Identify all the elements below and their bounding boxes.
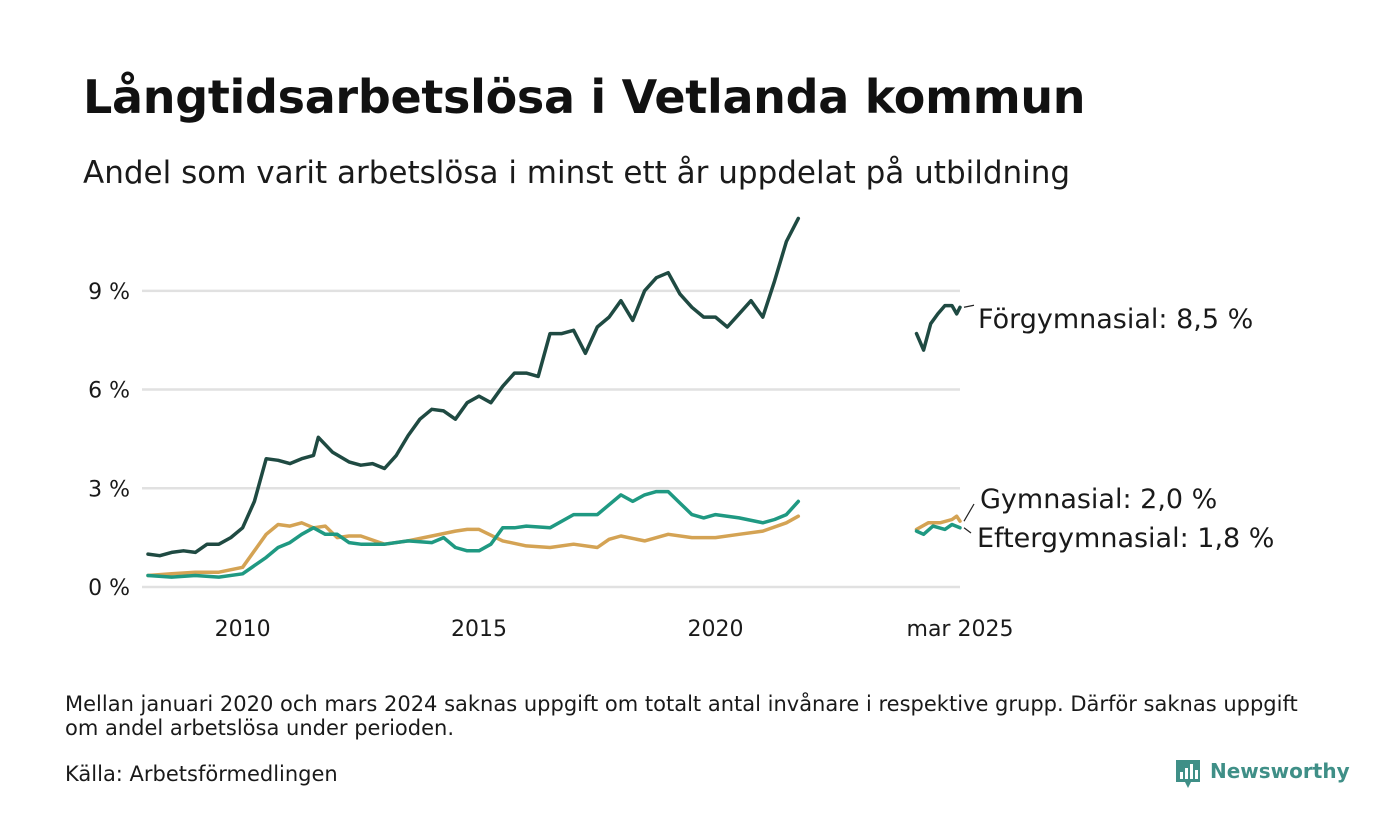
source-note: Källa: Arbetsförmedlingen bbox=[65, 762, 338, 786]
y-tick-label: 0 % bbox=[88, 576, 130, 601]
x-tick-label: 2020 bbox=[688, 617, 744, 642]
footnote: Mellan januari 2020 och mars 2024 saknas… bbox=[65, 692, 1298, 740]
y-tick-label: 9 % bbox=[88, 280, 130, 305]
chart-subtitle: Andel som varit arbetslösa i minst ett å… bbox=[83, 155, 1071, 191]
x-tick-label: 2015 bbox=[451, 617, 507, 642]
series-end-label-eftergymnasial: Eftergymnasial: 1,8 % bbox=[977, 523, 1274, 554]
newsworthy-logo-icon bbox=[1176, 760, 1200, 788]
series-end-label-forgymnasial: Förgymnasial: 8,5 % bbox=[978, 304, 1253, 335]
series-end-label-gymnasial: Gymnasial: 2,0 % bbox=[980, 484, 1217, 515]
x-tick-label: 2010 bbox=[215, 617, 271, 642]
y-tick-label: 3 % bbox=[88, 477, 130, 502]
label-leader-eftergymnasial bbox=[963, 527, 972, 534]
series-line-forgymnasial bbox=[146, 216, 962, 558]
label-leader-gymnasial bbox=[963, 503, 975, 522]
series-line-gymnasial bbox=[146, 514, 962, 578]
brand-logo[interactable]: Newsworthy bbox=[1174, 758, 1350, 794]
y-tick-label: 6 % bbox=[88, 379, 130, 404]
chart-title: Långtidsarbetslösa i Vetlanda kommun bbox=[83, 70, 1086, 124]
x-tick-label: mar 2025 bbox=[907, 617, 1014, 642]
brand-name: Newsworthy bbox=[1210, 759, 1350, 783]
label-leader-forgymnasial bbox=[963, 304, 975, 308]
series-line-eftergymnasial bbox=[146, 489, 962, 579]
